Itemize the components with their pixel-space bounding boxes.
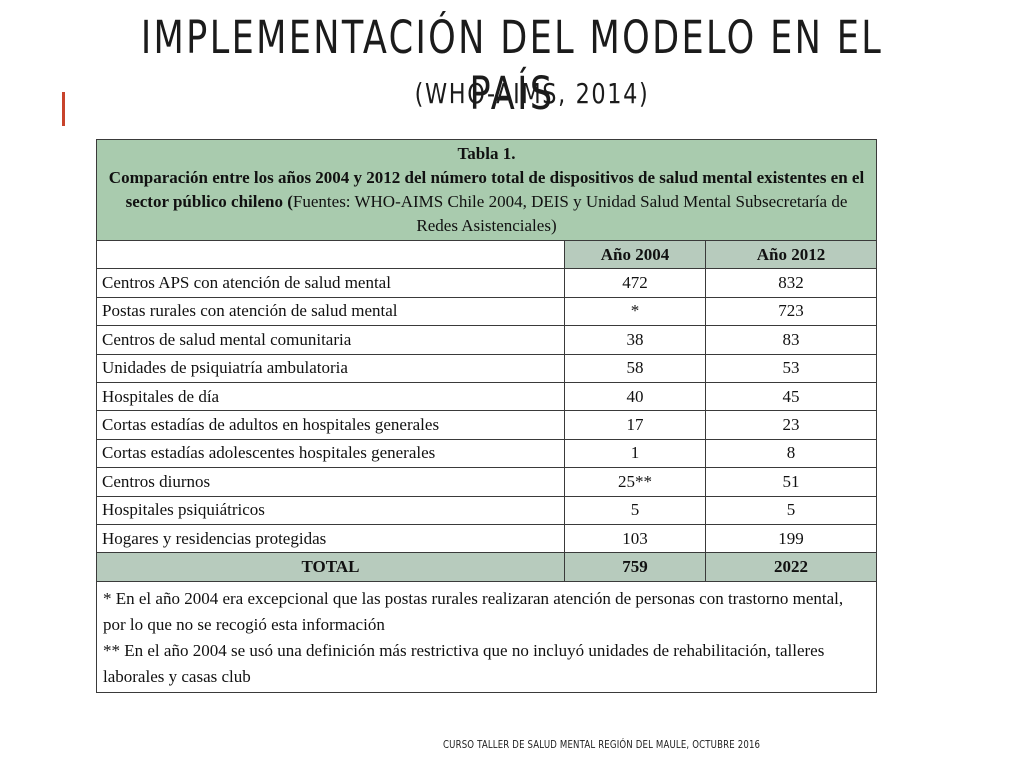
slide-footer: CURSO TALLER DE SALUD MENTAL REGIÓN DEL … <box>443 738 761 751</box>
footnote-double-asterisk: ** En el año 2004 se usó una definición … <box>103 640 825 686</box>
row-label: Hogares y residencias protegidas <box>96 523 565 554</box>
row-label: Centros APS con atención de salud mental <box>96 268 565 298</box>
value-2012: 23 <box>705 410 877 440</box>
table-notes: * En el año 2004 era excepcional que las… <box>96 580 877 693</box>
accent-bar <box>62 92 65 126</box>
table-row: Hospitales psiquiátricos 5 5 <box>96 495 877 525</box>
row-label: Centros de salud mental comunitaria <box>96 325 565 355</box>
table-caption-sources: Fuentes: WHO-AIMS Chile 2004, DEIS y Uni… <box>292 192 848 235</box>
value-2004: 17 <box>564 410 706 440</box>
row-label: Unidades de psiquiatría ambulatoria <box>96 353 565 383</box>
row-label: Hospitales psiquiátricos <box>96 495 565 525</box>
row-label: Hospitales de día <box>96 381 565 412</box>
value-2004: 38 <box>564 325 706 355</box>
value-2012: 83 <box>705 325 877 355</box>
row-label: Cortas estadías de adultos en hospitales… <box>96 410 565 440</box>
row-label: Postas rurales con atención de salud men… <box>96 296 565 327</box>
total-2004: 759 <box>564 552 706 582</box>
table-caption: Tabla 1. Comparación entre los años 2004… <box>96 139 877 241</box>
table-caption-row: Tabla 1. Comparación entre los años 2004… <box>96 139 877 241</box>
value-2012: 45 <box>705 381 877 412</box>
table-row: Centros APS con atención de salud mental… <box>96 268 877 298</box>
slide-subtitle: (WHO-AIMS, 2014) <box>414 77 650 110</box>
value-2012: 51 <box>705 467 877 497</box>
value-2004: * <box>564 296 706 327</box>
value-2012: 53 <box>705 353 877 383</box>
table-total-row: TOTAL 759 2022 <box>96 552 877 582</box>
table-header-row: Año 2004 Año 2012 <box>96 239 877 270</box>
table-row: Cortas estadías de adultos en hospitales… <box>96 410 877 440</box>
table-caption-title: Tabla 1. <box>457 144 516 163</box>
value-2012: 723 <box>705 296 877 327</box>
table-row: Centros diurnos 25** 51 <box>96 467 877 497</box>
comparison-table: Tabla 1. Comparación entre los años 2004… <box>96 139 877 693</box>
value-2012: 8 <box>705 438 877 469</box>
row-label: Cortas estadías adolescentes hospitales … <box>96 438 565 469</box>
table-row: Hogares y residencias protegidas 103 199 <box>96 523 877 554</box>
total-2012: 2022 <box>705 552 877 582</box>
value-2004: 103 <box>564 523 706 554</box>
value-2004: 58 <box>564 353 706 383</box>
slide-title: IMPLEMENTACIÓN DEL MODELO EN EL PAÍS <box>140 11 884 120</box>
table-row: Postas rurales con atención de salud men… <box>96 296 877 327</box>
footnote-single-asterisk: * En el año 2004 era excepcional que las… <box>103 588 844 634</box>
value-2004: 25** <box>564 467 706 497</box>
value-2012: 5 <box>705 495 877 525</box>
table-row: Unidades de psiquiatría ambulatoria 58 5… <box>96 353 877 383</box>
row-label: Centros diurnos <box>96 467 565 497</box>
value-2004: 1 <box>564 438 706 469</box>
table-row: Centros de salud mental comunitaria 38 8… <box>96 325 877 355</box>
table-notes-row: * En el año 2004 era excepcional que las… <box>96 580 877 693</box>
total-label: TOTAL <box>96 552 565 582</box>
table-row: Cortas estadías adolescentes hospitales … <box>96 438 877 469</box>
value-2004: 40 <box>564 381 706 412</box>
header-year-2012: Año 2012 <box>705 239 877 270</box>
table-row: Hospitales de día 40 45 <box>96 381 877 412</box>
value-2004: 5 <box>564 495 706 525</box>
value-2004: 472 <box>564 268 706 298</box>
header-empty-cell <box>96 239 565 270</box>
value-2012: 199 <box>705 523 877 554</box>
header-year-2004: Año 2004 <box>564 239 706 270</box>
table-caption-bold: Comparación entre los años 2004 y 2012 d… <box>108 168 865 211</box>
value-2012: 832 <box>705 268 877 298</box>
